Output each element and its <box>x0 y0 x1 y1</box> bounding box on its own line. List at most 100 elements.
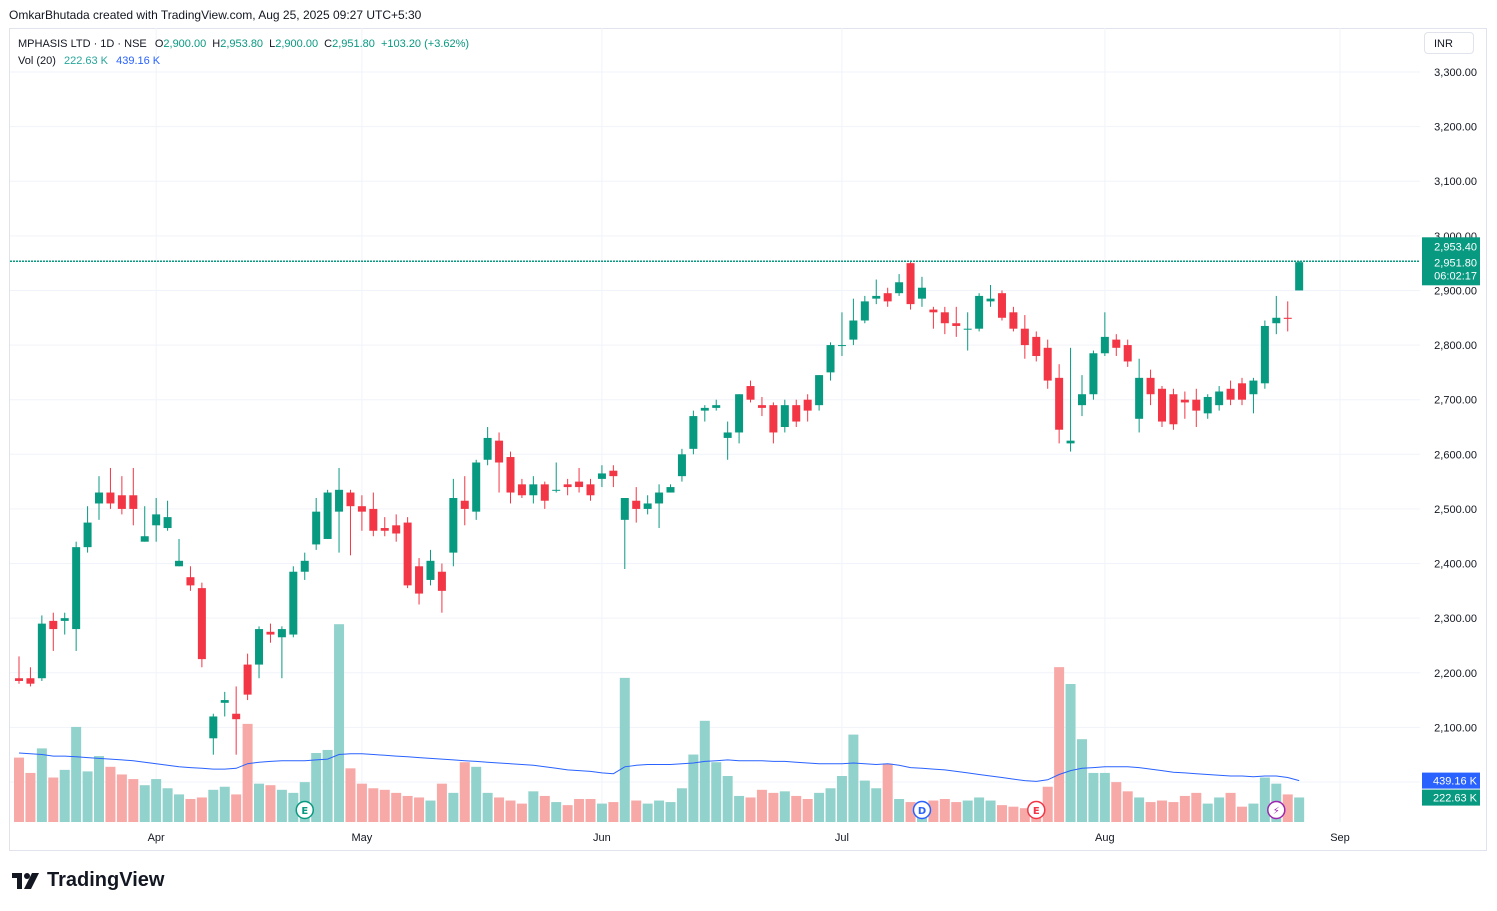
candle-body <box>346 492 355 507</box>
volume-bar <box>1076 739 1087 822</box>
candle-body <box>1272 317 1281 324</box>
event-marker-dividend[interactable]: D <box>912 800 932 820</box>
candle <box>220 691 229 717</box>
candle <box>575 467 584 493</box>
volume-bar <box>448 792 459 822</box>
volume-bar <box>1237 806 1248 822</box>
volume-bar <box>1054 667 1065 822</box>
volume-bar <box>1145 802 1156 822</box>
candle <box>72 541 81 651</box>
volume-bar <box>894 799 905 822</box>
volume-bar <box>951 802 962 822</box>
volume-bar <box>1042 786 1053 822</box>
event-marker-earnings[interactable]: E <box>1027 800 1046 820</box>
candle-body <box>243 664 252 695</box>
candle-body <box>1295 262 1304 291</box>
volume-bar <box>1225 792 1236 822</box>
volume-bar <box>436 783 447 822</box>
volume-bar <box>1019 808 1030 822</box>
candle-body <box>826 345 835 373</box>
volume-bar <box>1157 800 1167 822</box>
event-marker-event[interactable]: ⚡ <box>1267 800 1286 820</box>
candle <box>1260 320 1269 389</box>
candle-body <box>997 293 1006 318</box>
volume-ma-line <box>18 752 1300 782</box>
candle <box>60 612 69 635</box>
candle <box>620 498 629 569</box>
volume-bar <box>596 803 607 822</box>
candle <box>152 498 161 542</box>
volume-bar <box>94 756 105 822</box>
y-axis-tick-label: 2,200.00 <box>1434 668 1477 680</box>
candle <box>792 399 801 427</box>
candle <box>106 467 115 509</box>
volume-bar <box>734 795 745 822</box>
candle <box>163 500 172 531</box>
event-marker-circle <box>912 800 932 820</box>
candle <box>175 538 184 567</box>
candle-body <box>106 492 115 504</box>
candle-body <box>906 263 915 305</box>
candle <box>197 582 206 668</box>
candle-body <box>746 386 755 400</box>
candle-body <box>1260 325 1269 384</box>
volume-bar <box>665 802 676 822</box>
volume-bar <box>1122 791 1133 822</box>
chart-legend: MPHASIS LTD · 1D · NSE O2,900.00 H2,953.… <box>18 36 469 70</box>
volume-bar <box>231 794 242 822</box>
candle <box>49 612 58 651</box>
volume-bar <box>459 762 470 822</box>
volume-bar <box>471 766 482 822</box>
candle-body <box>483 437 492 460</box>
volume-bar <box>162 788 173 822</box>
candle <box>1169 388 1178 430</box>
candle <box>255 626 264 679</box>
volume-tag-box <box>1422 789 1480 806</box>
candle <box>1112 334 1121 356</box>
candle-body <box>552 489 561 491</box>
candle-body <box>700 407 709 411</box>
volume-ma-tag: 439.16 K <box>1433 776 1478 788</box>
candle <box>117 476 126 515</box>
y-axis-tick-label: 2,500.00 <box>1434 504 1477 516</box>
legend-volume-label[interactable]: Vol (20) <box>18 55 56 67</box>
candle-body <box>917 287 926 299</box>
price-tag-box <box>1422 237 1480 286</box>
candle-body <box>677 454 686 477</box>
volume-bar <box>711 762 722 822</box>
currency-button[interactable]: INR <box>1424 32 1474 54</box>
candle <box>209 713 218 755</box>
candle <box>1192 388 1201 427</box>
event-marker-earnings[interactable]: E <box>295 800 314 820</box>
candle <box>746 380 755 403</box>
event-marker-letter: E <box>301 806 308 817</box>
candle <box>540 481 549 509</box>
candle-body <box>232 713 241 720</box>
candle <box>460 476 469 526</box>
candle-body <box>1020 328 1029 346</box>
volume-bar <box>174 794 185 822</box>
volume-bar <box>82 771 93 822</box>
candle-body <box>963 328 972 330</box>
candle-body <box>1066 440 1075 444</box>
legend-low-value: 2,900.00 <box>275 38 319 50</box>
volume-bar <box>288 792 299 822</box>
volume-bar <box>139 785 150 822</box>
volume-bar <box>151 779 162 822</box>
candle-body <box>952 323 961 326</box>
candle-body <box>780 405 789 427</box>
candle-body <box>323 492 332 539</box>
y-axis-tick-label: 3,200.00 <box>1434 122 1477 134</box>
candle <box>1066 347 1075 452</box>
candle <box>917 276 926 307</box>
candle-body <box>632 500 641 509</box>
candle <box>243 653 252 701</box>
candle-body <box>357 506 366 512</box>
tradingview-logo[interactable]: TradingView <box>11 869 164 892</box>
candle-body <box>1146 377 1155 395</box>
legend-symbol[interactable]: MPHASIS LTD · 1D · NSE <box>18 38 147 50</box>
candle-body <box>803 399 812 411</box>
candle <box>300 552 309 580</box>
candle <box>849 298 858 346</box>
